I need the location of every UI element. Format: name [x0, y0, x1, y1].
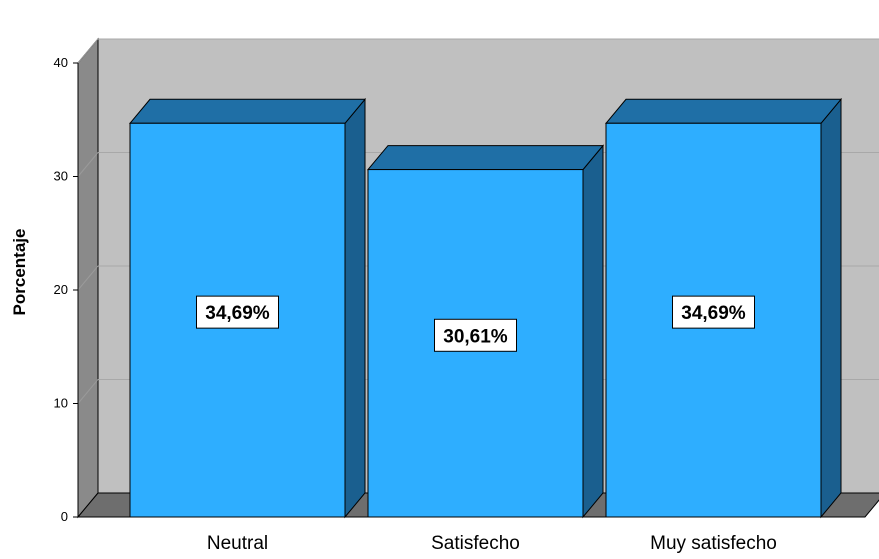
data-labels: 34,69% 30,61% 34,69% [196, 295, 755, 352]
bar-top [604, 98, 843, 124]
gridline-side [77, 265, 99, 291]
gridline-side [77, 152, 99, 177]
bar-side [582, 144, 604, 519]
bar-side [820, 97, 842, 519]
x-axis: Neutral Satisfecho Muy satisfecho [207, 533, 777, 554]
data-label: 30,61% [443, 326, 508, 347]
data-label-box [434, 318, 517, 352]
gridline-side [77, 38, 99, 64]
y-tick-label: 20 [54, 282, 68, 297]
data-label: 34,69% [205, 303, 270, 324]
bar-top [128, 98, 367, 124]
y-tick-label: 0 [61, 509, 68, 524]
y-tick-label: 10 [54, 396, 68, 411]
y-tick-label: 30 [54, 169, 68, 184]
gridline-side [77, 379, 99, 404]
x-tick-label: Satisfecho [431, 533, 520, 554]
y-tick-label: 40 [54, 55, 68, 70]
y-axis: 0 10 20 30 40 [54, 55, 79, 524]
bars [128, 97, 843, 519]
data-label-box [672, 295, 755, 329]
bar-top [366, 145, 605, 171]
data-label: 34,69% [681, 303, 746, 324]
bar [129, 122, 346, 518]
x-tick-label: Muy satisfecho [650, 533, 777, 554]
y-axis-label: Porcentaje [10, 229, 29, 316]
bar-side [344, 97, 366, 519]
data-label-box [196, 295, 279, 329]
x-tick-label: Neutral [207, 533, 268, 554]
